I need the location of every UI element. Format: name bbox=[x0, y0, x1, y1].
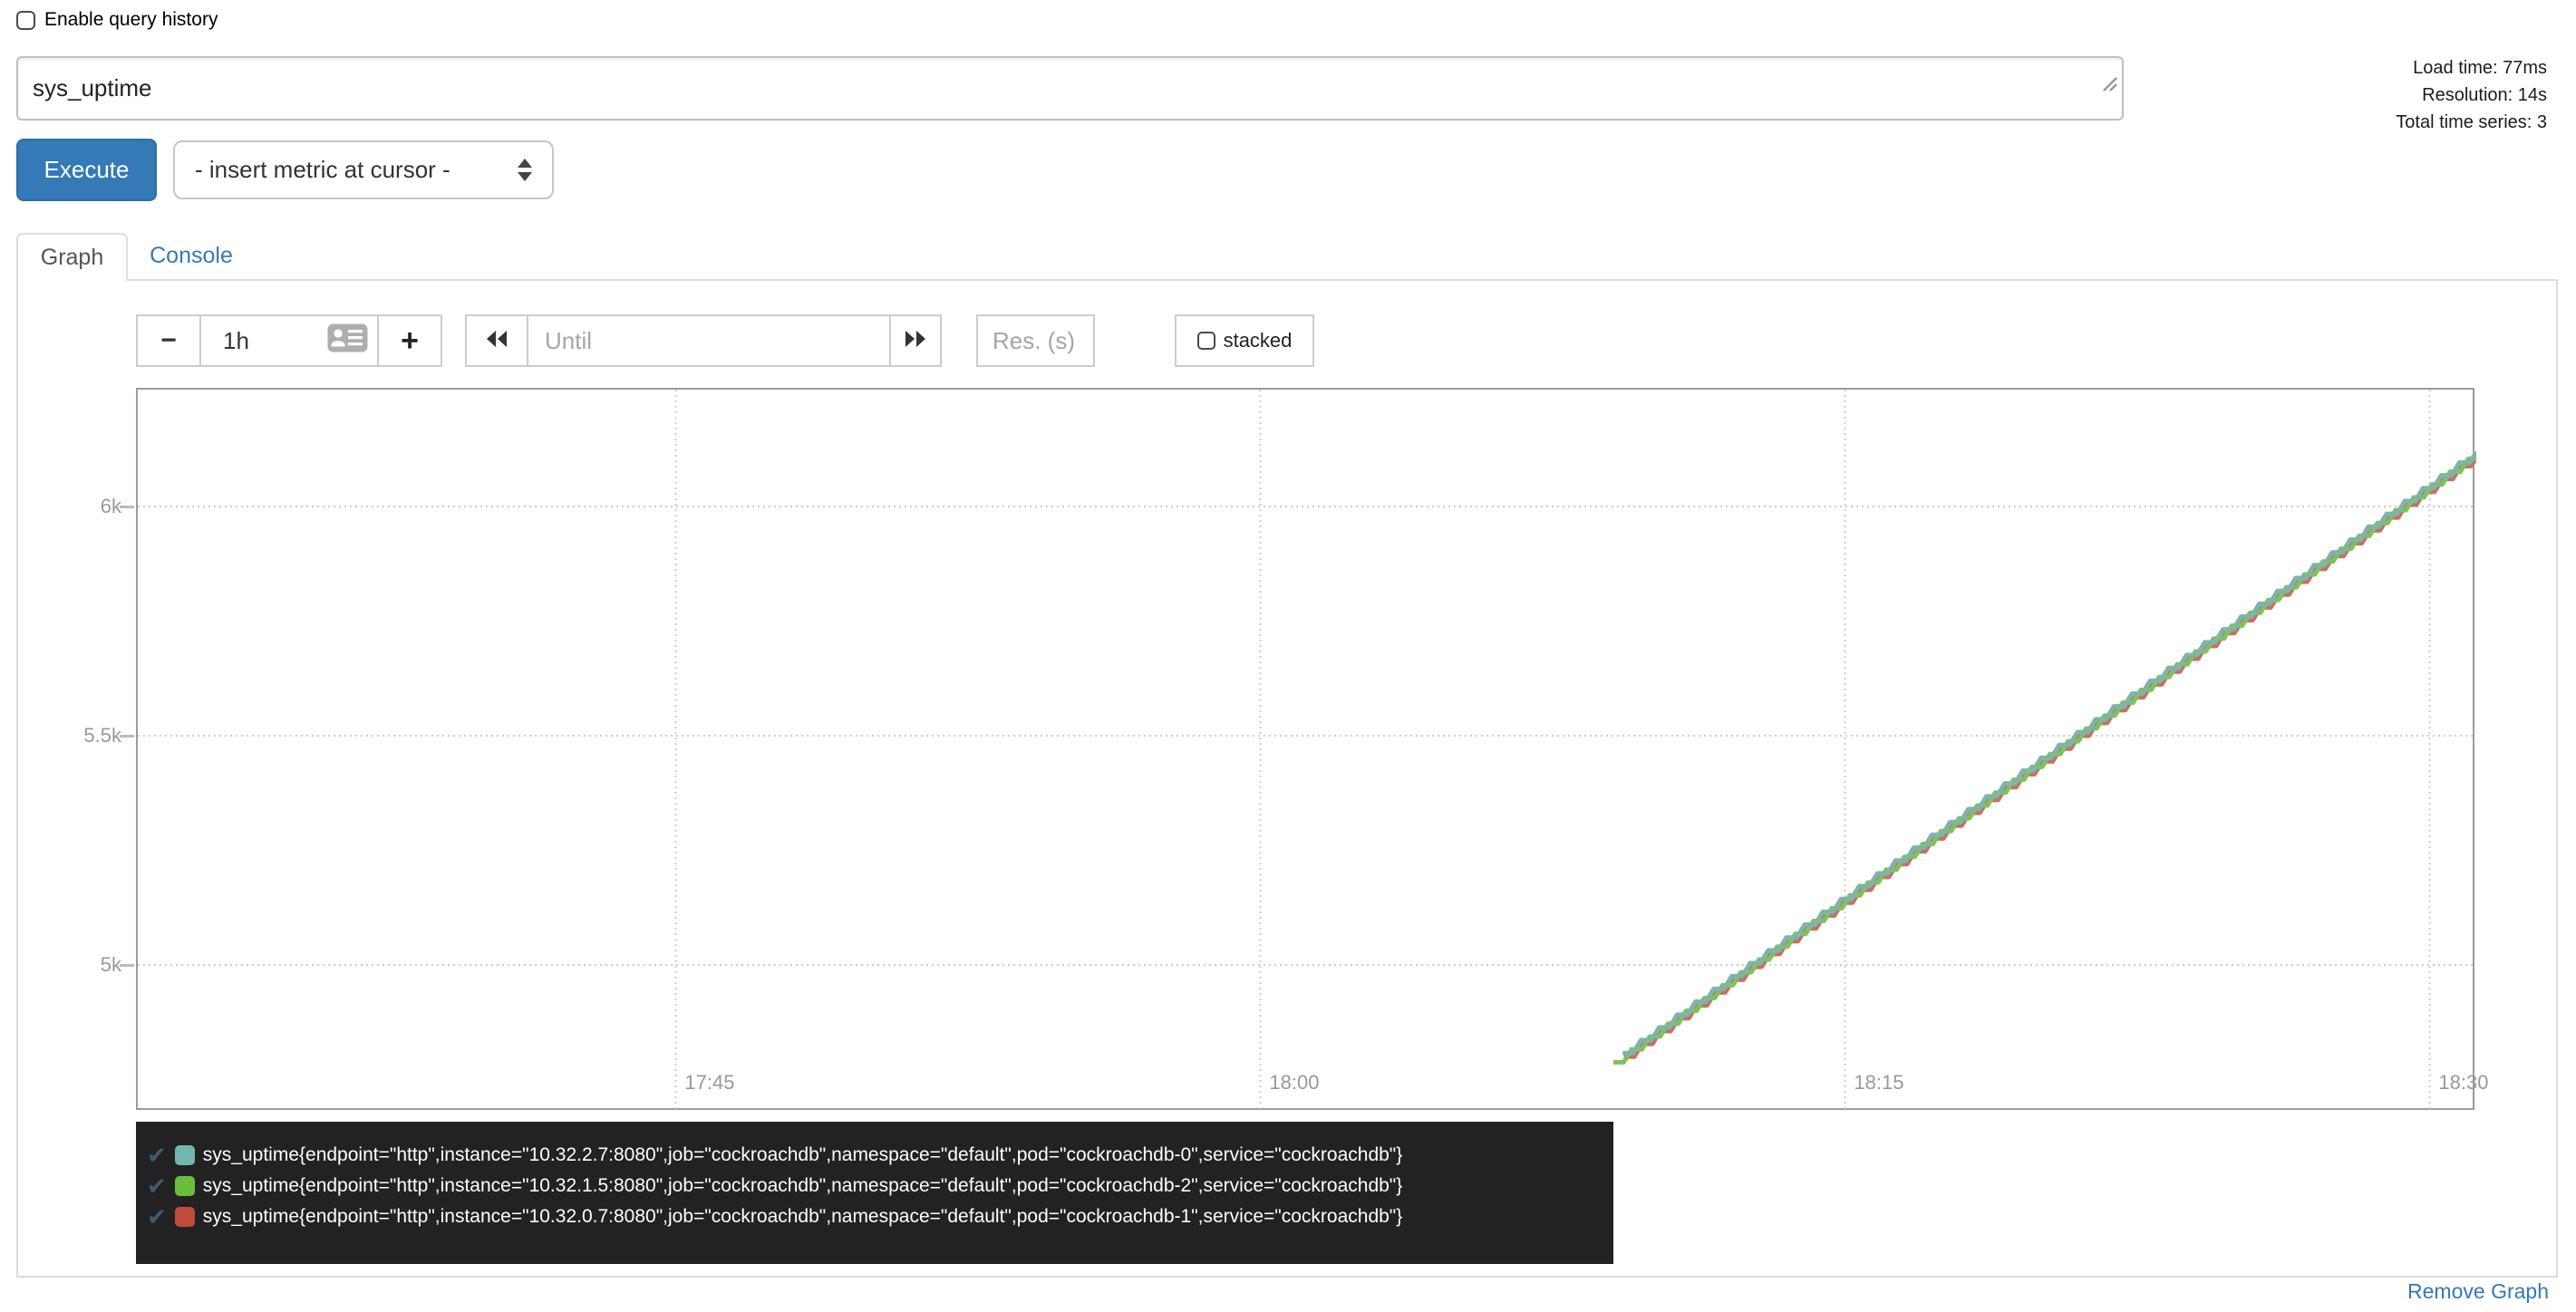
x-axis-label: 17:45 bbox=[684, 1071, 735, 1094]
query-expression-input[interactable]: sys_uptime bbox=[16, 56, 2124, 121]
range-decrease-button[interactable]: − bbox=[136, 314, 201, 367]
y-axis-label: 5k bbox=[100, 953, 121, 977]
legend-row[interactable]: ✔ sys_uptime{endpoint="http",instance="1… bbox=[147, 1140, 1613, 1171]
legend-row[interactable]: ✔ sys_uptime{endpoint="http",instance="1… bbox=[147, 1171, 1613, 1201]
series-label: sys_uptime{endpoint="http",instance="10.… bbox=[202, 1144, 1403, 1165]
tab-console-label: Console bbox=[150, 243, 233, 268]
x-axis-label: 18:00 bbox=[1269, 1071, 1320, 1094]
enable-query-history-label: Enable query history bbox=[44, 9, 218, 30]
resolution-input[interactable]: Res. (s) bbox=[976, 314, 1095, 367]
y-axis-label: 5.5k bbox=[83, 724, 121, 748]
remove-graph-link[interactable]: Remove Graph bbox=[2407, 1279, 2549, 1304]
range-increase-button[interactable]: + bbox=[379, 314, 442, 367]
y-tickmark bbox=[120, 734, 134, 738]
tab-graph[interactable]: Graph bbox=[16, 233, 128, 281]
resolution-stat: Resolution: 14s bbox=[2422, 85, 2547, 105]
tab-console[interactable]: Console bbox=[128, 233, 255, 279]
time-forward-button[interactable] bbox=[891, 314, 942, 367]
execute-button-label: Execute bbox=[44, 156, 130, 183]
query-history-row: Enable query history bbox=[16, 9, 218, 31]
query-stats: Load time: 77ms Resolution: 14s Total ti… bbox=[2396, 54, 2547, 136]
resolution-placeholder: Res. (s) bbox=[993, 326, 1075, 354]
range-input[interactable]: 1h bbox=[201, 314, 379, 367]
stacked-label: stacked bbox=[1223, 329, 1293, 352]
query-expression-value: sys_uptime bbox=[33, 74, 152, 101]
series-enabled-check-icon[interactable]: ✔ bbox=[147, 1142, 167, 1169]
y-axis-label: 6k bbox=[100, 495, 121, 518]
stacked-checkbox[interactable] bbox=[1196, 332, 1215, 350]
series-legend: ✔ sys_uptime{endpoint="http",instance="1… bbox=[136, 1122, 1613, 1264]
insert-metric-select[interactable]: - insert metric at cursor - bbox=[173, 140, 554, 199]
insert-metric-select-value: - insert metric at cursor - bbox=[195, 156, 450, 183]
y-tickmark bbox=[120, 963, 134, 967]
chart-plot-area[interactable]: 5k 5.5k 6k 17:45 18:00 18:15 18:30 bbox=[83, 388, 2488, 1112]
series-color-swatch bbox=[174, 1145, 195, 1165]
until-placeholder: Until bbox=[545, 326, 593, 354]
uptime-line-chart[interactable] bbox=[138, 390, 2476, 1112]
select-arrows-icon bbox=[518, 159, 532, 181]
time-back-button[interactable] bbox=[465, 314, 528, 367]
fast-forward-icon bbox=[903, 327, 928, 355]
total-series-stat: Total time series: 3 bbox=[2396, 112, 2547, 132]
minus-icon: − bbox=[160, 325, 177, 355]
execute-button[interactable]: Execute bbox=[16, 139, 157, 201]
tab-graph-label: Graph bbox=[40, 245, 104, 270]
x-axis-label: 18:30 bbox=[2438, 1071, 2489, 1094]
rewind-icon bbox=[484, 327, 509, 355]
y-tickmark bbox=[120, 505, 134, 508]
legend-row[interactable]: ✔ sys_uptime{endpoint="http",instance="1… bbox=[147, 1201, 1613, 1232]
load-time-stat: Load time: 77ms bbox=[2413, 58, 2547, 78]
until-input[interactable]: Until bbox=[528, 314, 891, 367]
plus-icon: + bbox=[401, 323, 419, 358]
resize-grip-icon[interactable] bbox=[2098, 54, 2118, 115]
graph-panel bbox=[16, 279, 2558, 1278]
autofill-contact-icon[interactable] bbox=[327, 323, 368, 359]
series-line bbox=[1622, 450, 2476, 1056]
range-input-value: 1h bbox=[223, 326, 249, 354]
remove-graph-label: Remove Graph bbox=[2407, 1279, 2549, 1303]
series-label: sys_uptime{endpoint="http",instance="10.… bbox=[202, 1175, 1403, 1196]
series-color-swatch bbox=[174, 1207, 195, 1227]
series-color-swatch bbox=[174, 1176, 195, 1196]
x-axis-label: 18:15 bbox=[1854, 1071, 1904, 1094]
stacked-toggle[interactable]: stacked bbox=[1175, 314, 1314, 367]
series-label: sys_uptime{endpoint="http",instance="10.… bbox=[202, 1206, 1403, 1227]
series-enabled-check-icon[interactable]: ✔ bbox=[147, 1172, 167, 1200]
enable-query-history-checkbox[interactable] bbox=[16, 10, 35, 30]
series-enabled-check-icon[interactable]: ✔ bbox=[147, 1203, 167, 1230]
